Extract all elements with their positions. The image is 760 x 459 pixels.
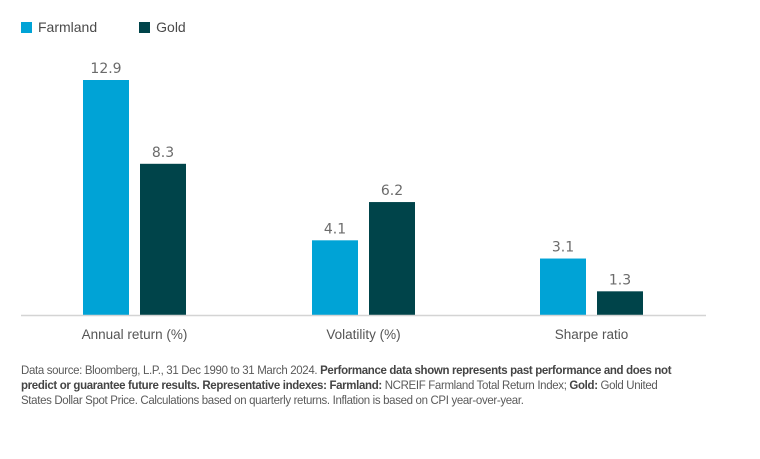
bar-farmland-0 xyxy=(83,80,129,315)
bar-farmland-2 xyxy=(540,258,586,315)
footnote: Data source: Bloomberg, L.P., 31 Dec 199… xyxy=(21,363,679,408)
value-label-gold-2: 1.3 xyxy=(609,272,631,288)
legend-swatch-farmland xyxy=(21,21,32,33)
category-label-0: Annual return (%) xyxy=(82,327,188,342)
bar-gold-1 xyxy=(369,202,415,315)
value-label-farmland-2: 3.1 xyxy=(552,240,574,256)
legend-label-gold: Gold xyxy=(156,19,186,35)
category-label-2: Sharpe ratio xyxy=(555,327,629,342)
legend-swatch-gold xyxy=(139,21,151,33)
footnote-segment-1: Performance data shown represents past p… xyxy=(21,363,672,392)
legend: Farmland Gold xyxy=(21,19,228,35)
value-label-farmland-0: 12.9 xyxy=(90,61,121,77)
legend-item-gold: Gold xyxy=(139,19,186,35)
footnote-segment-0: Data source: Bloomberg, L.P., 31 Dec 199… xyxy=(21,363,321,377)
legend-item-farmland: Farmland xyxy=(21,19,97,35)
value-label-gold-1: 6.2 xyxy=(381,183,403,199)
footnote-segment-2: NCREIF Farmland Total Return Index; xyxy=(381,378,570,392)
bar-chart: 12.9 4.1 3.1 8.3 6.2 1.3 Annual return (%) Vola… xyxy=(21,61,706,342)
footnote-segment-3: Gold: xyxy=(569,378,598,392)
value-label-farmland-1: 4.1 xyxy=(324,221,346,237)
category-label-1: Volatility (%) xyxy=(326,327,400,342)
value-label-gold-0: 8.3 xyxy=(152,145,174,161)
legend-label-farmland: Farmland xyxy=(38,19,98,35)
bar-gold-0 xyxy=(140,163,186,315)
bar-gold-2 xyxy=(597,291,643,315)
bar-farmland-1 xyxy=(312,240,358,315)
footnote-segment-4: Gold United States Dollar Spot Price. Ca… xyxy=(21,378,658,407)
